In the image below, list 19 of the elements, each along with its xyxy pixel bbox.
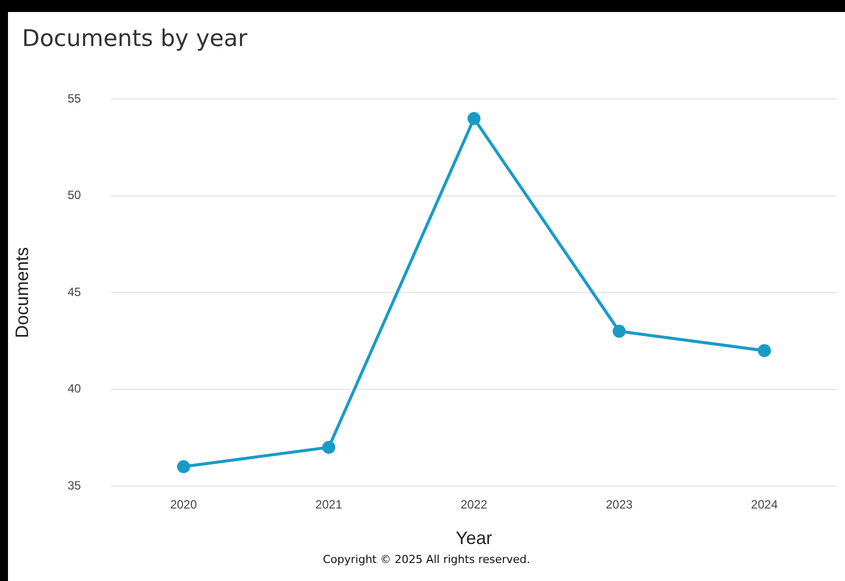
y-tick-label: 45 [68,284,82,299]
y-tick-label: 55 [68,92,82,106]
chart-title: Documents by year [22,26,248,52]
point [467,112,480,126]
point [322,440,336,454]
x-tick-label: 2023 [606,498,633,512]
x-tick-label: 2020 [170,498,198,512]
point [758,344,771,358]
y-tick-label: 40 [68,382,82,396]
x-axis-title: Year [456,528,492,548]
x-tick-label: 2022 [460,498,488,512]
y-tick-label: 50 [68,188,82,202]
y-tick-label: 35 [68,478,82,492]
point [612,324,626,338]
text: Copyright © 2025 All rights reserved. [322,553,532,566]
y-axis-title: Documents [12,247,32,338]
point [177,460,190,474]
x-tick-label: 2024 [751,498,778,512]
x-tick-label: 2021 [315,498,342,512]
